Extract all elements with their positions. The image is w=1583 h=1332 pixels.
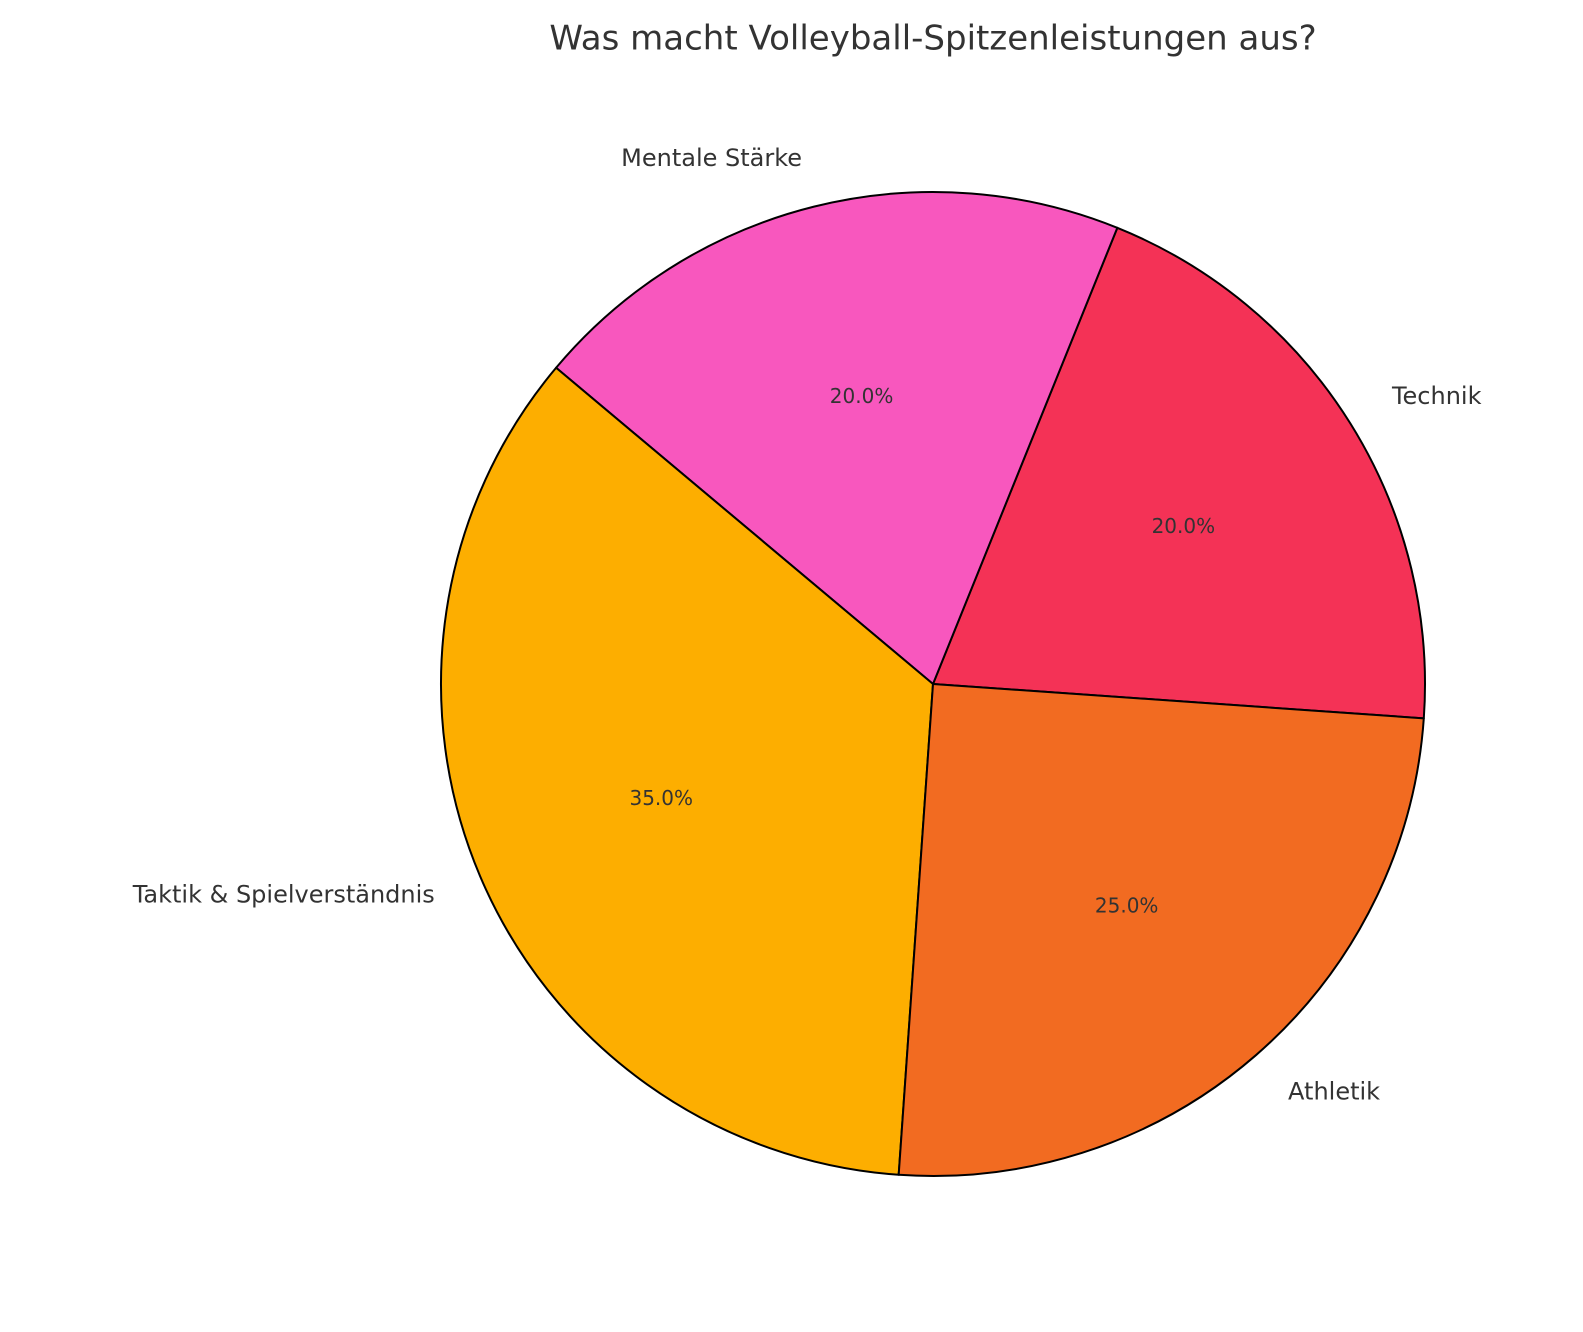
pie-slice [932, 226, 1426, 720]
value-label: 20.0% [1152, 514, 1216, 538]
pie-slice [440, 366, 934, 1176]
value-label: 25.0% [1095, 893, 1159, 917]
slice-label: Athletik [1288, 1077, 1380, 1105]
value-label: 20.0% [830, 384, 894, 408]
pie-slice [897, 683, 1425, 1177]
chart-title: Was macht Volleyball-Spitzenleistungen a… [549, 19, 1316, 59]
pie-slice [555, 191, 1119, 685]
slice-label: Technik [1391, 382, 1482, 410]
slice-label: Taktik & Spielverständnis [132, 880, 435, 908]
slice-label: Mentale Stärke [621, 144, 802, 172]
value-label: 35.0% [629, 786, 693, 810]
